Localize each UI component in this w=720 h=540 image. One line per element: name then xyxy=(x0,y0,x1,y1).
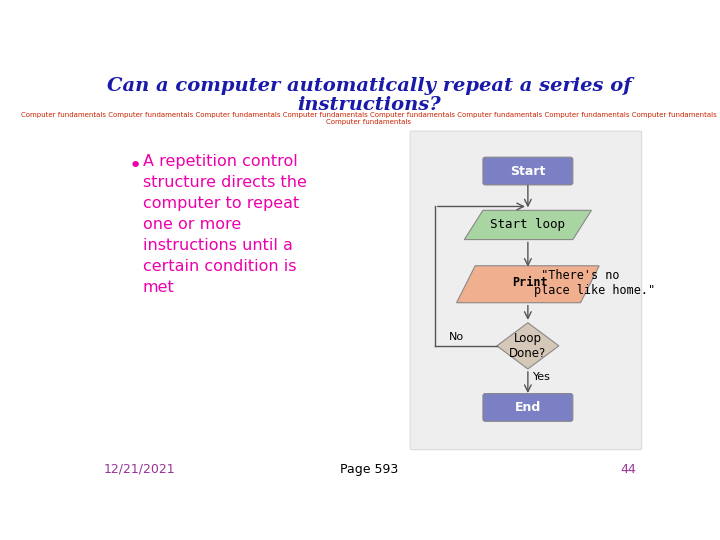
Text: A repetition control
structure directs the
computer to repeat
one or more
instru: A repetition control structure directs t… xyxy=(143,154,307,295)
Text: Loop
Done?: Loop Done? xyxy=(509,332,546,360)
Text: No: No xyxy=(449,332,464,342)
FancyBboxPatch shape xyxy=(410,131,642,450)
FancyBboxPatch shape xyxy=(483,157,573,185)
Polygon shape xyxy=(456,266,599,303)
Text: instructions?: instructions? xyxy=(297,96,441,114)
Polygon shape xyxy=(464,211,591,240)
Text: Start loop: Start loop xyxy=(490,219,565,232)
Text: Computer fundamentals Computer fundamentals Computer fundamentals Computer funda: Computer fundamentals Computer fundament… xyxy=(21,112,717,125)
Text: Start: Start xyxy=(510,165,546,178)
FancyBboxPatch shape xyxy=(483,394,573,421)
Text: End: End xyxy=(515,401,541,414)
Text: Yes: Yes xyxy=(533,372,550,382)
Text: •: • xyxy=(129,156,142,176)
Text: Page 593: Page 593 xyxy=(340,463,398,476)
Text: Can a computer automatically repeat a series of: Can a computer automatically repeat a se… xyxy=(107,77,631,96)
Polygon shape xyxy=(497,323,559,369)
Text: "There's no
place like home.": "There's no place like home." xyxy=(534,269,655,296)
Text: Print: Print xyxy=(513,276,548,289)
Text: 12/21/2021: 12/21/2021 xyxy=(104,463,176,476)
Text: 44: 44 xyxy=(621,463,636,476)
